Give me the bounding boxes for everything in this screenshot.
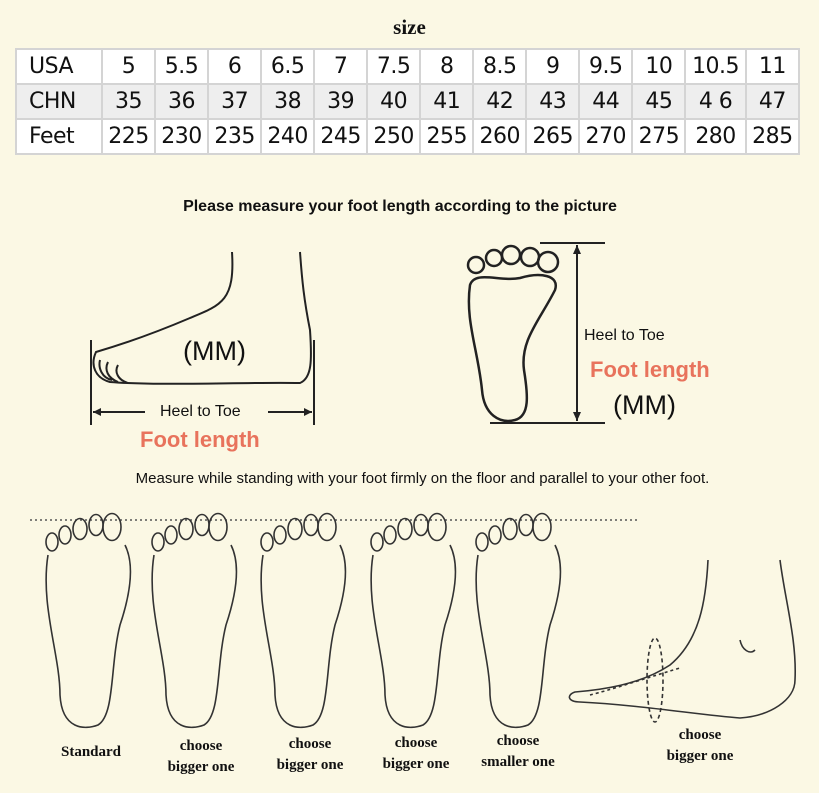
size-cell: 280 xyxy=(684,118,747,155)
size-cell: 37 xyxy=(207,83,263,120)
caption-line1: choose xyxy=(179,738,223,754)
size-cell: 265 xyxy=(525,118,581,155)
size-cell: 38 xyxy=(260,83,316,120)
top-foot-length-label: Foot length xyxy=(590,357,710,382)
fit-caption: choose bigger one xyxy=(361,733,471,775)
side-foot-instep-drawing xyxy=(568,559,797,723)
fit-caption: choose bigger one xyxy=(645,725,755,767)
row-label: CHN xyxy=(15,83,103,120)
foot-outline-1 xyxy=(45,512,132,729)
size-cell: 260 xyxy=(472,118,528,155)
size-cell: 230 xyxy=(154,118,210,155)
caption-line1: choose xyxy=(496,733,540,749)
caption-line2: bigger one xyxy=(276,757,344,773)
foot-outline-2 xyxy=(151,512,238,729)
caption-line1: choose xyxy=(288,736,332,752)
size-cell: 44 xyxy=(578,83,634,120)
size-cell: 10.5 xyxy=(684,48,747,85)
size-cell: 42 xyxy=(472,83,528,120)
size-cell: 10 xyxy=(631,48,687,85)
caption-line2: bigger one xyxy=(666,748,734,764)
size-cell: 255 xyxy=(419,118,475,155)
size-title: size xyxy=(393,15,426,39)
size-cell: 9 xyxy=(525,48,581,85)
size-cell: 6 xyxy=(207,48,263,85)
size-cell: 275 xyxy=(631,118,687,155)
size-cell: 36 xyxy=(154,83,210,120)
size-row-usa: USA 5 5.5 6 6.5 7 7.5 8 8.5 9 9.5 10 10.5 11 xyxy=(15,48,801,85)
top-unit-label: (MM) xyxy=(613,390,676,420)
size-cell: 245 xyxy=(313,118,369,155)
size-cell: 35 xyxy=(100,83,157,120)
size-row-chn: CHN 35 36 37 38 39 40 41 42 43 44 45 4 6 47 xyxy=(15,83,801,120)
caption-line2: smaller one xyxy=(481,754,555,770)
fit-caption: choose smaller one xyxy=(463,731,573,773)
fit-caption: choose bigger one xyxy=(255,734,365,776)
foot-outline-3 xyxy=(260,512,347,729)
side-foot-drawing xyxy=(92,251,312,385)
caption-line1: Standard xyxy=(60,744,122,760)
size-cell: 235 xyxy=(207,118,263,155)
size-cell: 40 xyxy=(366,83,422,120)
size-cell: 7 xyxy=(313,48,369,85)
size-cell: 8.5 xyxy=(472,48,528,85)
side-foot-length-label: Foot length xyxy=(140,427,260,452)
size-cell: 47 xyxy=(744,83,801,120)
side-heel-to-toe-label: Heel to Toe xyxy=(158,403,243,421)
caption-line2: bigger one xyxy=(167,759,235,775)
size-cell: 9.5 xyxy=(578,48,634,85)
size-cell: 285 xyxy=(744,118,801,155)
size-table: USA 5 5.5 6 6.5 7 7.5 8 8.5 9 9.5 10 10.5 11 CHN 35 36 37… xyxy=(15,48,801,155)
top-heel-to-toe-label: Heel to Toe xyxy=(584,327,665,344)
size-cell: 4 6 xyxy=(684,83,747,120)
size-cell: 240 xyxy=(260,118,316,155)
fit-caption: choose bigger one xyxy=(146,736,256,778)
row-label: Feet xyxy=(15,118,103,155)
foot-outline-5 xyxy=(475,512,562,729)
caption-line1: choose xyxy=(394,735,438,751)
size-cell: 43 xyxy=(525,83,581,120)
instruction-heading: Please measure your foot length accordin… xyxy=(183,198,617,215)
size-cell: 39 xyxy=(313,83,369,120)
size-cell: 11 xyxy=(744,48,801,85)
foot-outline-4 xyxy=(370,512,457,729)
caption-line2: bigger one xyxy=(382,756,450,772)
size-cell: 41 xyxy=(419,83,475,120)
size-cell: 5 xyxy=(100,48,157,85)
fit-caption: Standard xyxy=(36,742,146,763)
size-cell: 6.5 xyxy=(260,48,316,85)
size-row-feet: Feet 225 230 235 240 245 250 255 260 265 270 275 280… xyxy=(15,118,801,155)
side-unit-label: (MM) xyxy=(183,336,246,366)
size-cell: 225 xyxy=(100,118,157,155)
size-cell: 45 xyxy=(631,83,687,120)
size-cell: 5.5 xyxy=(154,48,210,85)
top-foot-drawing xyxy=(466,244,560,423)
size-cell: 8 xyxy=(419,48,475,85)
measure-note: Measure while standing with your foot fi… xyxy=(135,470,710,487)
size-cell: 7.5 xyxy=(366,48,422,85)
caption-line1: choose xyxy=(678,727,722,743)
row-label: USA xyxy=(15,48,103,85)
size-cell: 270 xyxy=(578,118,634,155)
size-cell: 250 xyxy=(366,118,422,155)
